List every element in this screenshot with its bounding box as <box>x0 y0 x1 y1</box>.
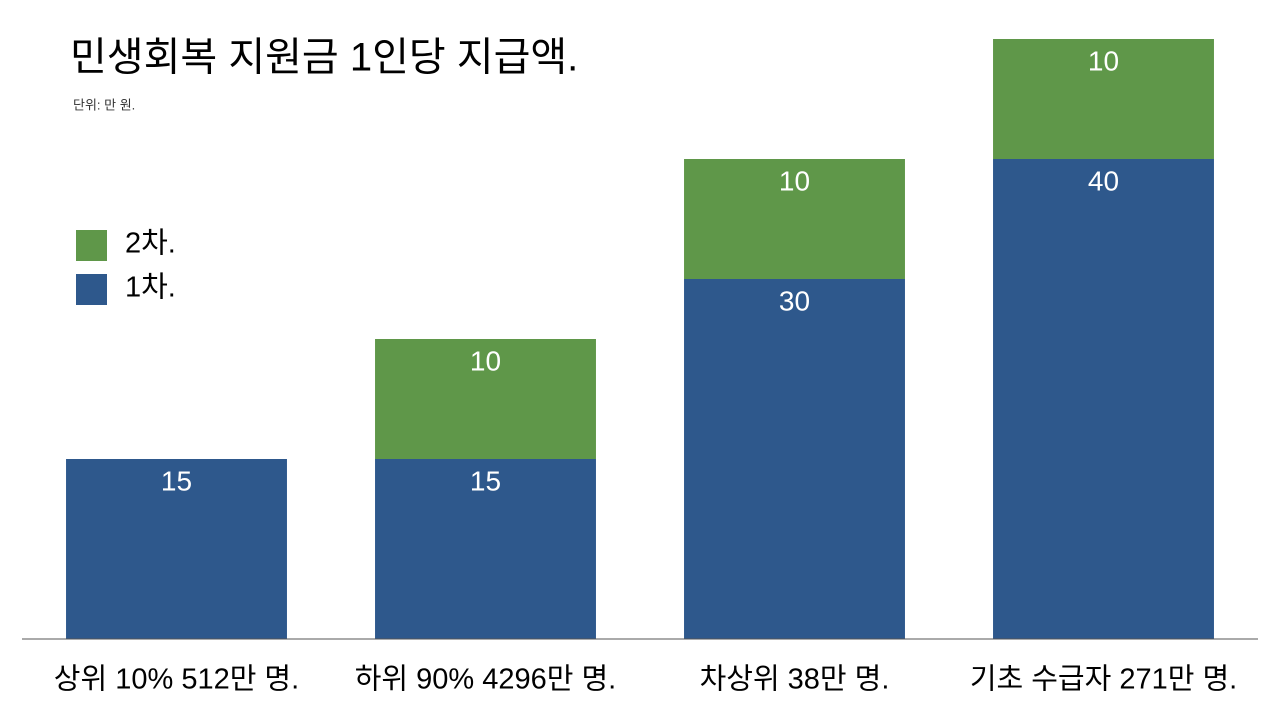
bar-segment <box>993 39 1214 159</box>
value-label: 10 <box>779 165 810 196</box>
chart-subtitle: 단위: 만 원. <box>73 97 135 112</box>
value-label: 15 <box>161 465 192 496</box>
value-label: 15 <box>470 465 501 496</box>
bar-segment <box>684 159 905 279</box>
value-label: 40 <box>1088 165 1119 196</box>
legend-label: 2차. <box>125 228 176 260</box>
bar-segment <box>375 339 596 459</box>
legend-swatch <box>76 230 107 261</box>
value-label: 10 <box>1088 45 1119 76</box>
legend-swatch <box>76 274 107 305</box>
bar-segment <box>66 459 287 639</box>
legend-label: 1차. <box>125 272 176 304</box>
x-tick-label: 차상위 38만 명. <box>700 663 890 696</box>
value-label: 10 <box>470 345 501 376</box>
x-tick-label: 상위 10% 512만 명. <box>54 663 299 696</box>
value-label: 30 <box>779 285 810 316</box>
x-tick-label: 기초 수급자 271만 명. <box>970 664 1237 696</box>
chart-title: 민생회복 지원금 1인당 지급액. <box>70 36 578 80</box>
x-tick-label: 하위 90% 4296만 명. <box>355 663 617 696</box>
bar-segment <box>993 159 1214 639</box>
bar-segment <box>375 459 596 639</box>
bar-segment <box>684 279 905 639</box>
